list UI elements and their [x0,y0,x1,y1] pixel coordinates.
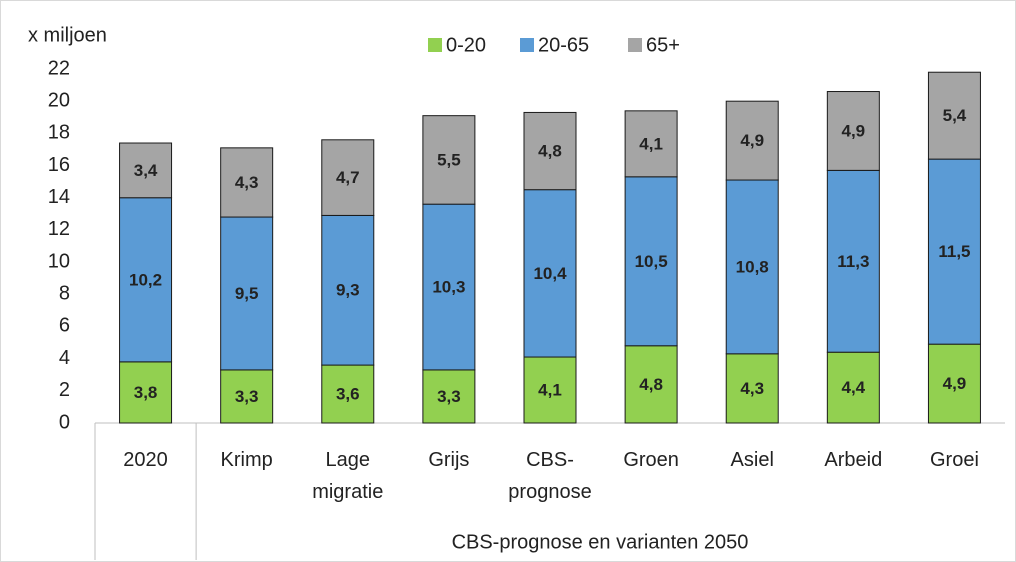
y-tick-label: 14 [48,186,70,208]
value-label: 9,3 [336,281,360,300]
y-tick-label: 2 [59,379,70,401]
value-label: 4,7 [336,168,360,187]
x-group-label: CBS-prognose en varianten 2050 [452,531,749,553]
bar-segment [927,158,981,345]
bar-segment [220,216,274,371]
value-label: 4,8 [639,375,663,394]
x-tick-label: Krimp [220,449,273,471]
x-tick-label: Lage migratie [312,449,384,503]
value-label: 4,8 [538,142,562,161]
value-label: 4,9 [740,131,764,150]
y-tick-label: 12 [48,218,70,240]
bar-segment [220,369,274,424]
bar-segment [220,147,274,218]
legend-label: 0-20 [446,34,486,56]
bar-segment [624,345,678,424]
value-label: 4,3 [235,173,259,192]
x-tick-label: 2020 [123,449,168,471]
y-tick-label: 22 [48,57,70,79]
x-tick-label: Groen [623,449,679,471]
legend-swatch [520,38,534,52]
value-label: 11,3 [837,252,869,271]
y-tick-label: 10 [48,250,70,272]
y-tick-label: 4 [59,347,70,369]
bar-segment [321,214,375,366]
bar-segment [927,71,981,160]
legend-label: 20-65 [538,34,589,56]
value-label: 4,3 [740,379,764,398]
value-label: 10,8 [736,257,769,276]
legend-swatch [428,38,442,52]
x-tick-label: Arbeid [824,449,883,471]
value-label: 3,6 [336,385,360,404]
bar-segment [927,343,981,424]
value-label: 4,1 [639,134,663,153]
y-tick-label: 8 [59,283,70,305]
value-label: 4,9 [842,121,866,140]
x-tick-label: Groei [929,449,979,471]
bar-segment [826,169,880,353]
value-label: 10,4 [533,264,567,283]
value-label: 10,2 [129,270,162,289]
bar-segment [523,356,577,424]
y-tick-label: 6 [59,315,70,337]
x-tick-label: Grijs [428,449,470,471]
value-label: 10,3 [432,278,465,297]
bar-segment [321,139,375,216]
value-label: 9,5 [235,284,259,303]
value-label: 5,5 [437,150,461,169]
y-tick-label: 0 [59,411,70,433]
x-tick-label: CBS-prognose [508,449,592,503]
bar-segment [725,353,779,424]
bar-segment [725,100,779,181]
bar-segment [422,203,476,371]
bar-segment [119,142,173,199]
bar-segment [523,111,577,191]
value-label: 4,9 [943,374,967,393]
value-label: 3,3 [437,387,461,406]
bar-segment [119,197,173,363]
value-label: 4,4 [842,378,866,397]
bar-segment [725,179,779,355]
legend-swatch [628,38,642,52]
y-axis-label: x miljoen [28,24,107,46]
legend-label: 65+ [646,34,680,56]
value-label: 3,4 [134,161,158,180]
x-tick-label: Asiel [730,449,774,471]
value-label: 10,5 [635,252,668,271]
y-tick-label: 18 [48,122,70,144]
bar-segment [826,91,880,171]
bar-segment [422,115,476,205]
y-tick-label: 20 [48,89,70,111]
value-label: 3,3 [235,387,259,406]
bar-segment [826,351,880,424]
bar-segment [624,110,678,178]
y-tick-label: 16 [48,154,70,176]
bar-segment [321,364,375,424]
value-label: 11,5 [938,242,970,261]
value-label: 5,4 [943,106,967,125]
value-label: 4,1 [538,380,562,399]
bar-segment [523,189,577,358]
value-label: 3,8 [134,383,158,402]
